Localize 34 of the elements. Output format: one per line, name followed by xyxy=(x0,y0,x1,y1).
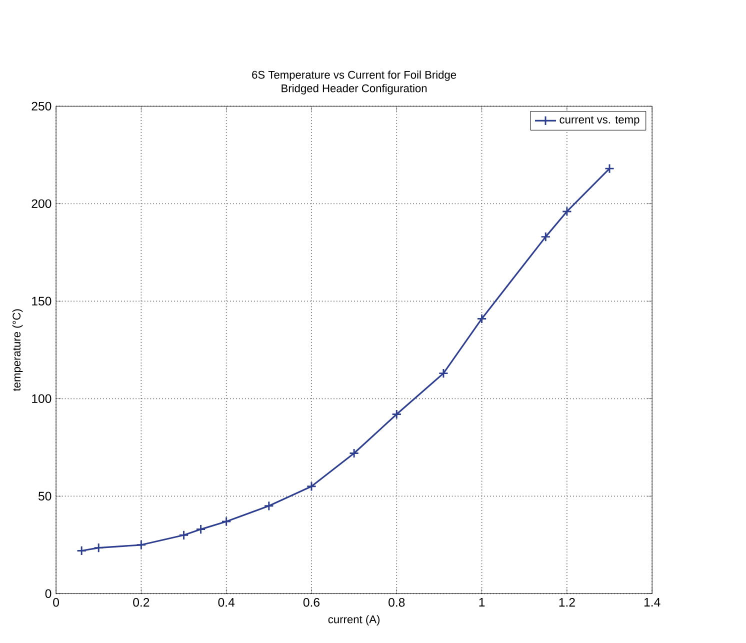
x-tick-label: 0.6 xyxy=(303,598,320,607)
x-tick-label: 1.2 xyxy=(559,598,575,607)
y-axis-title: temperature (°C) xyxy=(12,309,23,392)
point xyxy=(476,314,487,324)
x-tick-label: 0.8 xyxy=(388,598,405,607)
point xyxy=(221,516,232,527)
point xyxy=(562,206,572,217)
x-tick-label: 0.4 xyxy=(218,598,235,607)
y-tick-label: 200 xyxy=(32,199,52,208)
point xyxy=(264,501,274,512)
y-tick-label: 0 xyxy=(45,589,52,598)
x-axis-title: current (A) xyxy=(328,615,380,626)
chart-subtitle: Bridged Header Configuration xyxy=(282,84,427,95)
point xyxy=(438,368,449,379)
y-tick-label: 250 xyxy=(32,102,52,111)
point xyxy=(94,542,104,554)
point xyxy=(306,482,317,492)
y-tick-label: 50 xyxy=(38,492,52,501)
x-tick-label: 0 xyxy=(53,598,59,607)
x-tick-label: 1.4 xyxy=(644,598,660,607)
x-tick-label: 0.2 xyxy=(133,598,150,607)
point xyxy=(604,164,615,174)
point xyxy=(392,409,402,420)
point xyxy=(349,448,360,458)
point xyxy=(196,524,206,534)
point xyxy=(136,540,146,550)
legend-label: current vs. temp xyxy=(560,116,640,126)
y-tick-label: 150 xyxy=(32,296,52,306)
point xyxy=(540,232,551,242)
point xyxy=(178,530,189,540)
y-tick-label: 100 xyxy=(32,394,52,404)
x-tick-label: 1 xyxy=(479,598,485,607)
point xyxy=(76,546,87,556)
chart-title: 6S Temperature vs Current for Foil Bridge xyxy=(252,70,456,82)
